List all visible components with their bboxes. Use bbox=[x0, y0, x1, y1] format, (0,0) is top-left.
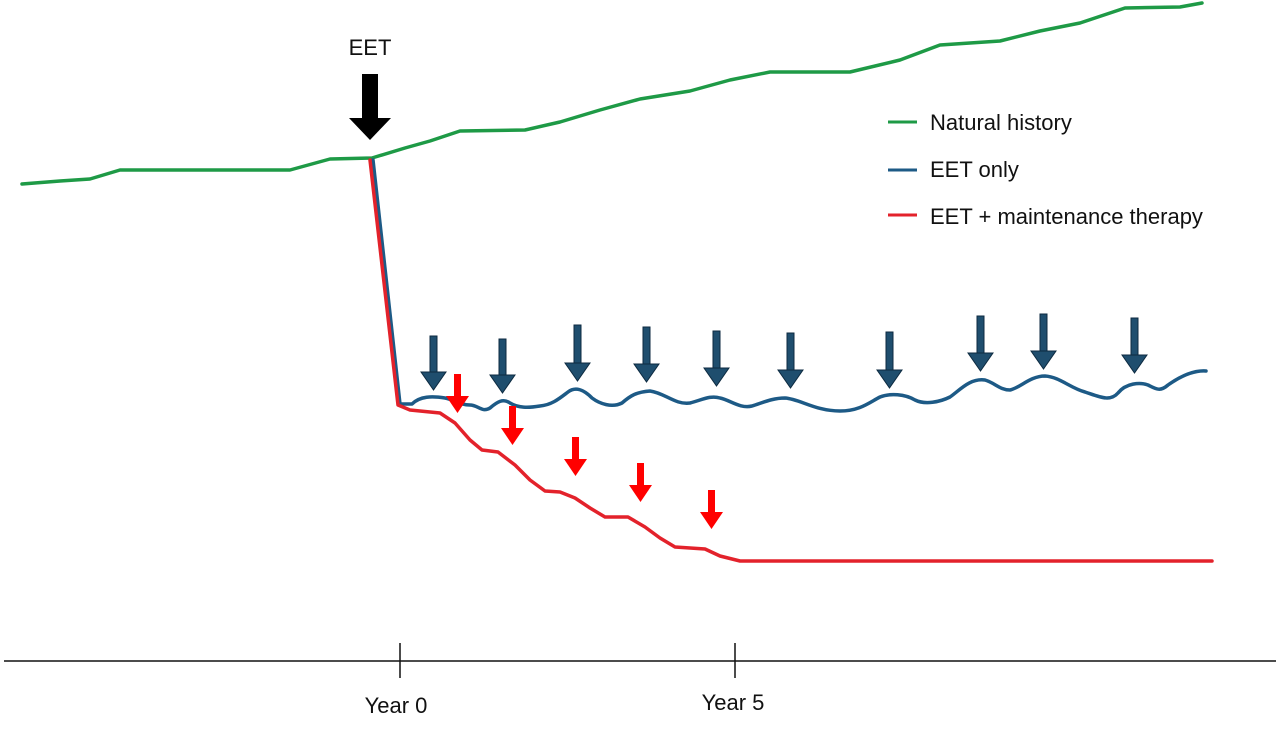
down-arrow-icon bbox=[501, 406, 524, 445]
down-arrow-icon bbox=[564, 324, 591, 382]
down-arrow-icon bbox=[420, 335, 447, 391]
maintenance-intervention-arrows bbox=[446, 374, 723, 529]
eet-arrow-icon bbox=[349, 74, 391, 140]
eet-label: EET bbox=[349, 35, 392, 60]
eet-only-curve bbox=[371, 158, 1208, 413]
maintenance-therapy-curve bbox=[368, 158, 1214, 563]
axis-tick-label-year-0: Year 0 bbox=[365, 693, 428, 718]
down-arrow-icon bbox=[777, 332, 804, 389]
legend-label-eet-only: EET only bbox=[930, 157, 1019, 182]
legend-label-maintenance: EET + maintenance therapy bbox=[930, 204, 1203, 229]
down-arrow-icon bbox=[1030, 313, 1057, 370]
time-axis: Year 0 Year 5 bbox=[4, 643, 1276, 718]
down-arrow-icon bbox=[700, 490, 723, 529]
down-arrow-icon bbox=[703, 330, 730, 387]
down-arrow-icon bbox=[489, 338, 516, 394]
eet-only-intervention-arrows bbox=[420, 313, 1148, 394]
down-arrow-icon bbox=[876, 331, 903, 389]
down-arrow-icon bbox=[564, 437, 587, 476]
natural-history-curve bbox=[20, 1, 1204, 186]
legend: Natural history EET only EET + maintenan… bbox=[888, 110, 1203, 229]
legend-label-natural-history: Natural history bbox=[930, 110, 1072, 135]
down-arrow-icon bbox=[629, 463, 652, 502]
down-arrow-icon bbox=[1121, 317, 1148, 374]
down-arrow-icon bbox=[967, 315, 994, 372]
down-arrow-icon bbox=[446, 374, 469, 413]
axis-tick-label-year-5: Year 5 bbox=[702, 690, 765, 715]
down-arrow-icon bbox=[633, 326, 660, 383]
